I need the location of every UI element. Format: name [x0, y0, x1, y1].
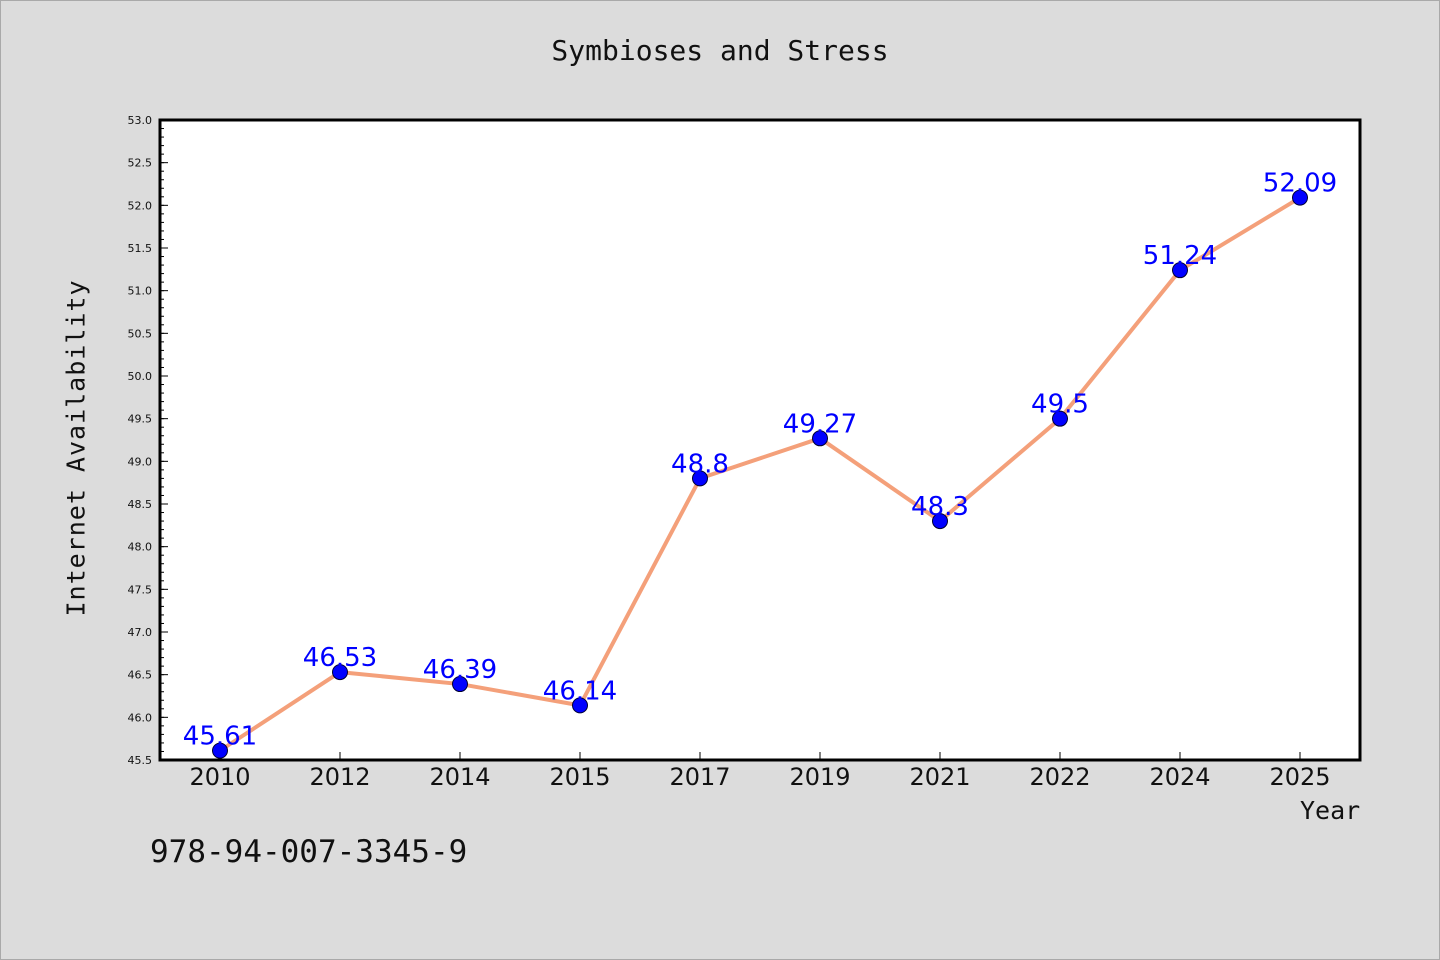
x-tick-label: 2024	[1149, 763, 1210, 791]
data-point-marker	[932, 513, 948, 530]
x-tick-label: 2022	[1029, 763, 1090, 791]
y-tick-label: 47.5	[128, 583, 153, 596]
y-tick-label: 50.0	[128, 370, 153, 383]
x-axis-label: Year	[1300, 796, 1361, 825]
x-tick-label: 2025	[1269, 763, 1330, 791]
x-tick-label: 2021	[909, 763, 970, 791]
y-tick-label: 48.5	[128, 498, 153, 511]
data-label: 52.09	[1263, 169, 1337, 199]
y-tick-label: 51.0	[128, 285, 153, 298]
y-tick-label: 47.0	[128, 626, 153, 639]
y-tick-label: 49.0	[128, 455, 153, 468]
data-point-marker	[812, 430, 828, 447]
y-tick-label: 46.0	[128, 711, 153, 724]
data-label: 46.14	[543, 676, 617, 706]
data-label: 45.61	[183, 722, 257, 752]
x-tick-label: 2014	[429, 763, 490, 791]
y-tick-label: 52.0	[128, 199, 153, 212]
y-tick-label: 46.5	[128, 669, 153, 682]
y-tick-label: 45.5	[128, 754, 153, 767]
data-point-marker	[692, 470, 708, 487]
x-tick-label: 2010	[189, 763, 250, 791]
y-tick-label: 51.5	[128, 242, 153, 255]
data-label: 49.5	[1031, 390, 1089, 420]
isbn-text: 978-94-007-3345-9	[150, 834, 468, 870]
x-tick-label: 2019	[789, 763, 850, 791]
data-point-marker	[1292, 189, 1308, 206]
x-tick-label: 2012	[309, 763, 370, 791]
plot-border	[158, 118, 1362, 762]
chart-title: Symbioses and Stress	[551, 34, 889, 67]
data-label: 51.24	[1143, 241, 1217, 271]
data-point-marker	[1172, 262, 1188, 279]
series-line	[218, 195, 1302, 753]
y-tick-label: 48.0	[128, 541, 153, 554]
data-label: 46.39	[423, 655, 497, 685]
data-label: 48.3	[911, 492, 969, 522]
data-label: 48.8	[671, 449, 729, 479]
y-tick-label: 49.5	[128, 413, 153, 426]
y-tick-label: 53.0	[128, 114, 153, 127]
data-label: 49.27	[783, 409, 857, 439]
y-tick-label: 52.5	[128, 157, 153, 170]
data-point-marker	[332, 664, 348, 681]
y-tick-label: 50.5	[128, 327, 153, 340]
data-point-marker	[572, 697, 588, 714]
plot-area	[160, 120, 1360, 760]
data-point-marker	[1052, 410, 1068, 427]
x-tick-label: 2015	[549, 763, 610, 791]
data-point-marker	[452, 676, 468, 693]
x-tick-label: 2017	[669, 763, 730, 791]
data-point-marker	[212, 742, 228, 759]
data-label: 46.53	[303, 643, 377, 673]
